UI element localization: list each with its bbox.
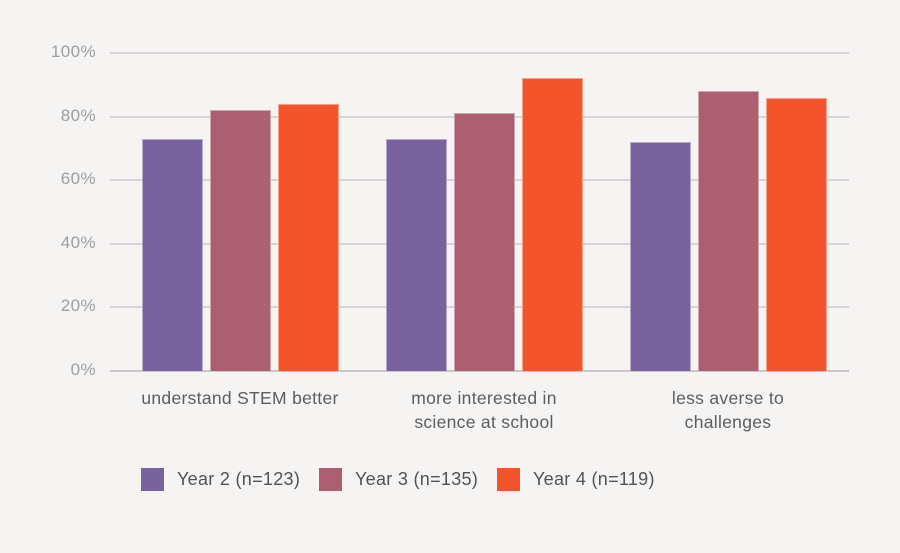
bar xyxy=(385,138,447,371)
bar xyxy=(141,138,203,371)
legend-label: Year 3 (n=135) xyxy=(355,469,479,489)
y-tick-label: 0% xyxy=(70,360,96,379)
legend-label: Year 2 (n=123) xyxy=(177,469,301,489)
bar-group xyxy=(141,103,339,371)
bar xyxy=(697,91,759,371)
bar xyxy=(209,110,271,371)
bar xyxy=(521,78,583,371)
bar xyxy=(453,113,515,371)
bar xyxy=(629,142,691,371)
y-tick-label: 40% xyxy=(60,232,96,252)
bar xyxy=(277,103,339,371)
bar-group xyxy=(385,78,583,371)
y-tick-label: 100% xyxy=(50,42,96,61)
bar xyxy=(765,97,827,371)
y-tick-label: 20% xyxy=(60,296,96,316)
y-tick-label: 60% xyxy=(60,169,96,189)
plot-area xyxy=(110,52,849,372)
legend-label: Year 4 (n=119) xyxy=(533,469,655,489)
category-label: more interested in science at school xyxy=(411,388,557,432)
x-axis-line xyxy=(110,370,849,372)
y-tick-label: 80% xyxy=(60,105,96,125)
category-label: less averse to challenges xyxy=(671,388,785,432)
legend-swatch xyxy=(141,468,164,491)
legend-swatch xyxy=(319,468,342,491)
bar-group xyxy=(629,91,827,371)
legend-item: Year 4 (n=119) xyxy=(497,468,655,491)
legend-swatch xyxy=(497,468,520,491)
legend-item: Year 2 (n=123) xyxy=(141,468,300,491)
category-label: understand STEM better xyxy=(141,388,339,408)
legend-item: Year 3 (n=135) xyxy=(319,468,478,491)
gridline xyxy=(110,52,849,54)
